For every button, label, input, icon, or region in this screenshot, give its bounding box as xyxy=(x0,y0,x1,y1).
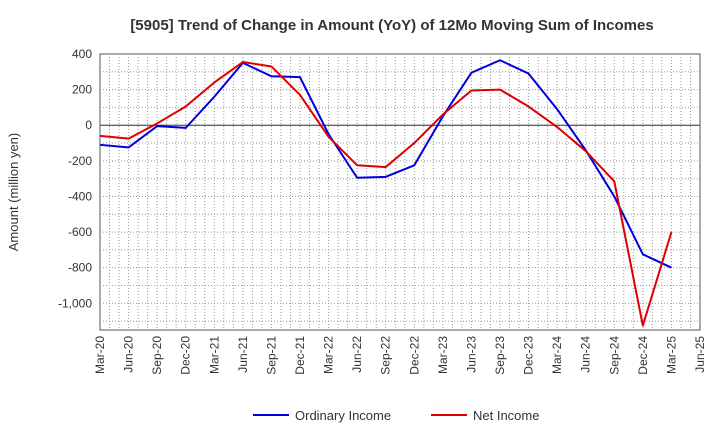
x-tick-label: Sep-23 xyxy=(493,336,507,375)
y-tick-label: 200 xyxy=(72,83,92,97)
x-tick-label: Dec-23 xyxy=(522,336,536,375)
series-line-1 xyxy=(99,59,672,269)
x-tick-label: Mar-22 xyxy=(322,336,336,374)
x-tick-label: Jun-20 xyxy=(122,336,136,373)
x-tick-label: Mar-21 xyxy=(207,336,221,374)
plot-area xyxy=(99,53,701,331)
y-tick-label: -1,000 xyxy=(58,296,92,310)
legend: Ordinary Income Net Income xyxy=(253,408,539,423)
x-tick-label: Dec-24 xyxy=(636,336,650,375)
x-tick-label: Mar-24 xyxy=(550,336,564,374)
y-tick-label: 0 xyxy=(85,118,92,132)
series-lines xyxy=(99,59,673,327)
x-tick-label: Sep-24 xyxy=(607,336,621,375)
legend-label-2: Net Income xyxy=(473,408,539,423)
y-tick-label: -200 xyxy=(68,154,92,168)
chart-title: [5905] Trend of Change in Amount (YoY) o… xyxy=(130,17,653,34)
x-tick-label: Dec-22 xyxy=(407,336,421,375)
x-tick-label: Jun-24 xyxy=(579,336,593,373)
x-tick-label: Mar-20 xyxy=(93,336,107,374)
y-axis: 400 200 0 -200 -400 -600 -800 -1,000 xyxy=(58,47,92,310)
y-tick-label: 400 xyxy=(72,47,92,61)
x-tick-label: Mar-25 xyxy=(664,336,678,374)
x-tick-label: Jun-23 xyxy=(464,336,478,373)
y-axis-title: Amount (million yen) xyxy=(6,133,21,252)
legend-label-1: Ordinary Income xyxy=(295,408,391,423)
x-axis: Mar-20 Jun-20 Sep-20 Dec-20 Mar-21 Jun-21 Sep-… xyxy=(93,336,707,375)
x-tick-label: Dec-21 xyxy=(293,336,307,375)
series-line-2 xyxy=(99,61,673,327)
x-tick-label: Sep-22 xyxy=(379,336,393,375)
x-tick-label: Jun-22 xyxy=(350,336,364,373)
y-tick-label: -400 xyxy=(68,189,92,203)
y-tick-label: -600 xyxy=(68,225,92,239)
x-tick-label: Sep-21 xyxy=(264,336,278,375)
grid xyxy=(100,54,700,330)
x-tick-label: Dec-20 xyxy=(179,336,193,375)
x-tick-label: Jun-21 xyxy=(236,336,250,373)
x-tick-label: Sep-20 xyxy=(150,336,164,375)
x-tick-label: Jun-25 xyxy=(693,336,707,373)
y-tick-label: -800 xyxy=(68,261,92,275)
x-tick-label: Mar-23 xyxy=(436,336,450,374)
